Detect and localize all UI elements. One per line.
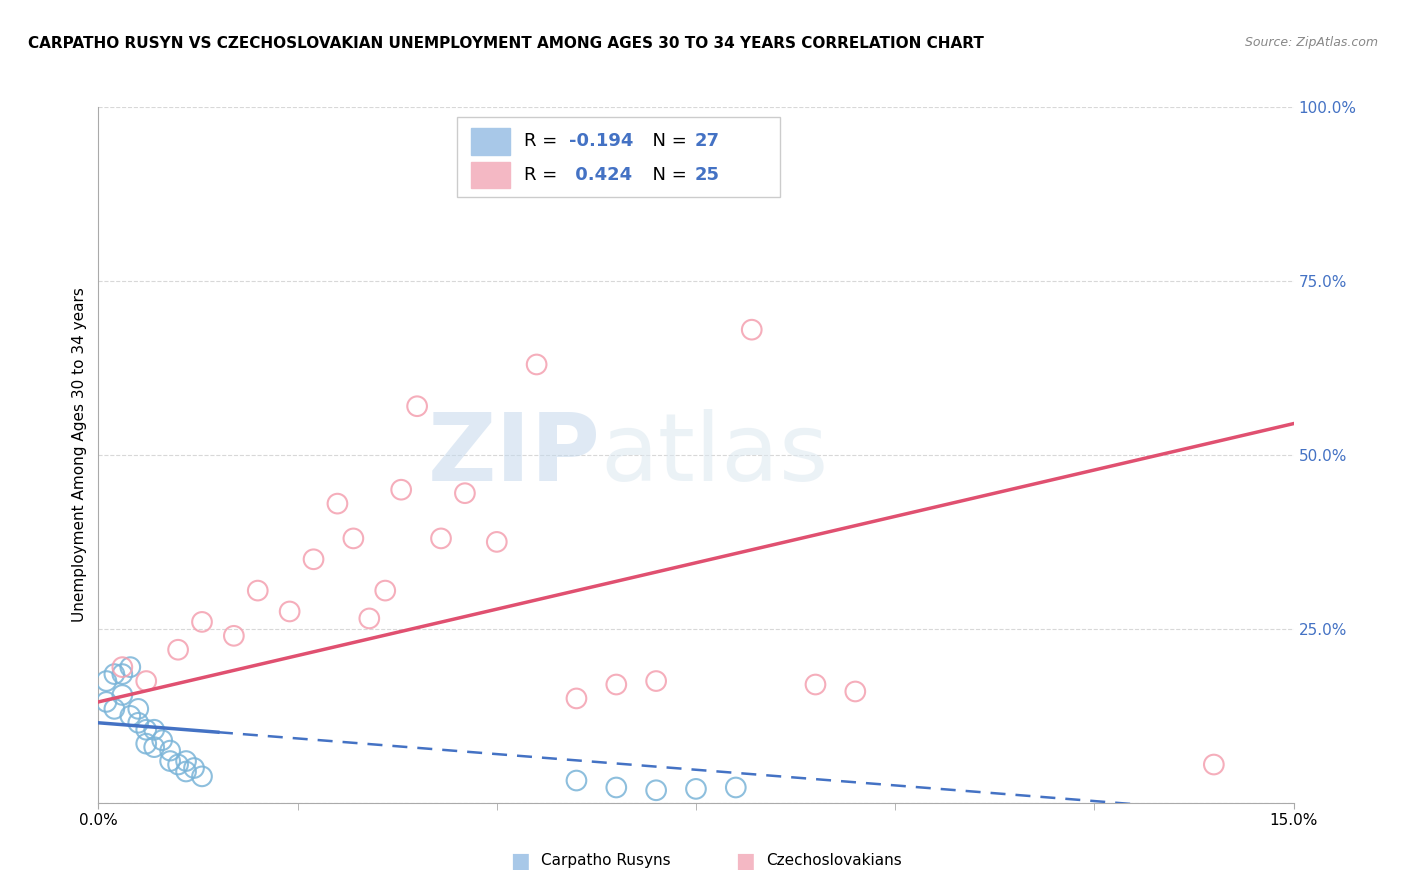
Point bbox=[1202, 757, 1225, 772]
Point bbox=[605, 677, 627, 691]
Text: 27: 27 bbox=[695, 133, 720, 151]
Point bbox=[565, 773, 588, 788]
Point bbox=[645, 783, 668, 797]
FancyBboxPatch shape bbox=[471, 161, 509, 188]
Point bbox=[111, 660, 134, 674]
Text: CARPATHO RUSYN VS CZECHOSLOVAKIAN UNEMPLOYMENT AMONG AGES 30 TO 34 YEARS CORRELA: CARPATHO RUSYN VS CZECHOSLOVAKIAN UNEMPL… bbox=[28, 36, 984, 51]
Point bbox=[485, 534, 508, 549]
Y-axis label: Unemployment Among Ages 30 to 34 years: Unemployment Among Ages 30 to 34 years bbox=[72, 287, 87, 623]
Point bbox=[685, 781, 707, 796]
Point bbox=[565, 691, 588, 706]
Point bbox=[143, 740, 166, 755]
Point bbox=[804, 677, 827, 691]
Point bbox=[741, 323, 763, 337]
Point bbox=[135, 737, 157, 751]
Text: R =: R = bbox=[524, 133, 562, 151]
Point bbox=[167, 757, 190, 772]
Point bbox=[222, 629, 245, 643]
Point bbox=[844, 684, 866, 698]
Point bbox=[135, 723, 157, 737]
Point bbox=[183, 761, 205, 775]
Point bbox=[150, 733, 173, 747]
Point bbox=[454, 486, 477, 500]
Point bbox=[143, 723, 166, 737]
Point bbox=[406, 399, 429, 413]
Text: Czechoslovakians: Czechoslovakians bbox=[766, 854, 903, 868]
Point bbox=[605, 780, 627, 795]
Point bbox=[389, 483, 412, 497]
Point bbox=[127, 702, 149, 716]
Point bbox=[135, 674, 157, 689]
FancyBboxPatch shape bbox=[471, 128, 509, 154]
Text: ■: ■ bbox=[735, 851, 755, 871]
Text: N =: N = bbox=[641, 166, 693, 184]
FancyBboxPatch shape bbox=[457, 118, 780, 197]
Point bbox=[120, 660, 142, 674]
Text: 0.424: 0.424 bbox=[569, 166, 633, 184]
Point bbox=[326, 497, 349, 511]
Point bbox=[645, 674, 668, 689]
Point bbox=[167, 642, 190, 657]
Point bbox=[159, 754, 181, 768]
Point bbox=[724, 780, 747, 795]
Point bbox=[302, 552, 325, 566]
Point bbox=[191, 615, 214, 629]
Point bbox=[359, 611, 381, 625]
Point bbox=[278, 605, 301, 619]
Text: Carpatho Rusyns: Carpatho Rusyns bbox=[541, 854, 671, 868]
Text: ZIP: ZIP bbox=[427, 409, 600, 501]
Point bbox=[246, 583, 269, 598]
Text: atlas: atlas bbox=[600, 409, 828, 501]
Point bbox=[159, 744, 181, 758]
Point bbox=[120, 708, 142, 723]
Point bbox=[374, 583, 396, 598]
Text: N =: N = bbox=[641, 133, 693, 151]
Text: ■: ■ bbox=[510, 851, 530, 871]
Point bbox=[111, 667, 134, 681]
Point bbox=[342, 532, 364, 546]
Point bbox=[103, 702, 125, 716]
Point bbox=[174, 754, 197, 768]
Point bbox=[191, 769, 214, 783]
Point bbox=[526, 358, 548, 372]
Point bbox=[96, 674, 118, 689]
Point bbox=[174, 764, 197, 779]
Text: -0.194: -0.194 bbox=[569, 133, 634, 151]
Text: 25: 25 bbox=[695, 166, 720, 184]
Text: Source: ZipAtlas.com: Source: ZipAtlas.com bbox=[1244, 36, 1378, 49]
Text: R =: R = bbox=[524, 166, 562, 184]
Point bbox=[96, 695, 118, 709]
Point bbox=[111, 688, 134, 702]
Point bbox=[430, 532, 453, 546]
Point bbox=[103, 667, 125, 681]
Point bbox=[127, 715, 149, 730]
